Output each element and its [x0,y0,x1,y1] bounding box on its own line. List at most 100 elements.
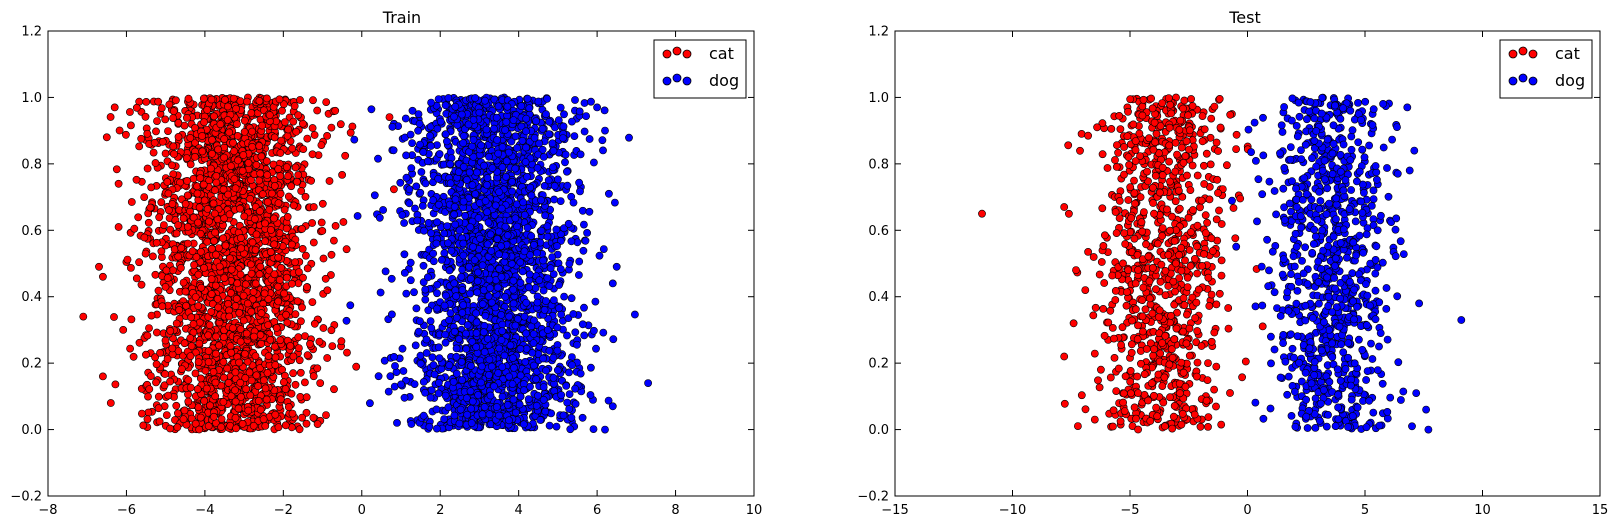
point-cat [265,111,274,119]
point-cat [220,153,228,162]
point-cat [139,421,148,430]
point-cat [238,419,247,428]
point-dog [549,373,558,382]
point-cat [274,199,283,208]
point-dog [546,264,555,273]
point-cat [297,187,306,195]
point-cat [265,205,274,214]
point-dog [542,110,550,119]
point-dog [550,182,559,190]
point-cat [276,395,285,404]
point-dog [581,236,590,245]
point-cat [302,408,311,417]
point-dog [412,182,421,191]
point-cat [194,302,203,310]
point-cat [277,263,285,272]
point-cat [298,244,307,253]
point-dog [472,343,481,351]
point-dog [485,371,493,379]
point-cat [135,142,144,151]
point-cat [145,385,154,393]
point-cat [127,198,136,206]
point-cat [211,378,220,387]
point-cat [152,238,161,247]
point-cat [163,177,172,186]
point-dog [472,168,481,177]
point-cat [282,163,291,172]
point-cat [153,117,161,125]
point-dog [481,96,489,105]
point-cat [191,369,200,378]
point-cat [283,212,292,221]
point-dog [526,183,535,192]
point-dog [533,249,541,257]
point-cat [298,303,306,312]
point-cat [239,151,248,159]
point-dog [559,134,567,142]
point-dog [414,327,423,336]
point-dog [587,363,595,372]
point-cat [215,341,223,350]
point-dog [443,222,452,230]
point-cat [196,229,205,238]
point-dog [548,139,557,148]
train-points [79,93,652,434]
point-cat [181,287,190,296]
point-dog [441,391,450,400]
point-cat [199,94,208,103]
point-cat [179,214,188,223]
point-cat [168,200,177,208]
point-cat [244,158,253,167]
point-dog [566,425,575,434]
point-cat [227,265,236,274]
point-dog [533,298,542,307]
point-cat [135,338,144,347]
point-cat [247,307,256,316]
point-dog [462,175,471,184]
point-dog [375,213,384,222]
point-cat [168,266,177,275]
point-cat [224,299,232,308]
point-dog [511,321,520,330]
point-cat [313,420,322,428]
point-cat [232,104,240,113]
point-cat [166,424,174,433]
point-cat [194,218,202,227]
point-dog [502,172,510,181]
point-cat [186,352,195,360]
point-cat [309,96,317,105]
point-dog [408,139,416,147]
point-cat [126,344,135,353]
point-cat [270,270,279,279]
point-cat [259,415,268,424]
point-cat [255,176,263,185]
point-cat [227,162,235,170]
point-cat [225,210,234,219]
point-cat [294,111,302,120]
point-cat [293,297,302,306]
point-cat [158,137,167,146]
point-dog [458,286,467,294]
point-dog [548,253,557,261]
point-cat [240,212,249,221]
point-dog [434,95,443,103]
point-cat [143,415,152,424]
point-cat [301,192,310,201]
point-cat [191,152,199,161]
point-cat [164,391,173,400]
point-cat [144,408,153,417]
point-dog [398,211,407,219]
point-cat [239,316,248,325]
point-cat [310,131,319,139]
point-dog [479,328,488,337]
point-cat [237,244,245,253]
point-cat [147,311,156,320]
point-dog [599,146,607,155]
point-dog [509,285,518,294]
point-dog [567,237,576,246]
point-dog [520,312,529,321]
point-cat [210,236,218,245]
point-cat [294,333,303,342]
point-cat [219,397,228,406]
